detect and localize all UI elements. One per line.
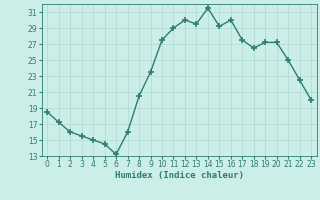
X-axis label: Humidex (Indice chaleur): Humidex (Indice chaleur) — [115, 171, 244, 180]
